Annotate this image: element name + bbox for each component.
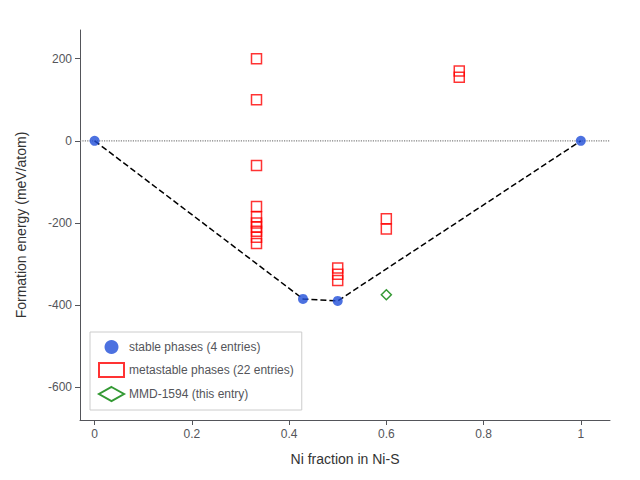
svg-text:-400: -400 xyxy=(48,298,72,312)
svg-text:0.4: 0.4 xyxy=(281,427,298,441)
svg-text:0.2: 0.2 xyxy=(183,427,200,441)
svg-text:0: 0 xyxy=(65,134,72,148)
svg-text:200: 200 xyxy=(52,52,72,66)
svg-text:stable phases (4 entries): stable phases (4 entries) xyxy=(129,340,260,354)
svg-text:Formation energy (meV/atom): Formation energy (meV/atom) xyxy=(13,132,29,319)
svg-text:0.8: 0.8 xyxy=(475,427,492,441)
svg-text:Ni fraction in Ni-S: Ni fraction in Ni-S xyxy=(291,451,400,467)
svg-text:1: 1 xyxy=(577,427,584,441)
svg-text:MMD-1594 (this entry): MMD-1594 (this entry) xyxy=(129,387,248,401)
svg-text:0: 0 xyxy=(91,427,98,441)
svg-text:metastable phases (22 entries): metastable phases (22 entries) xyxy=(129,363,294,377)
svg-text:-200: -200 xyxy=(48,216,72,230)
svg-text:0.6: 0.6 xyxy=(378,427,395,441)
svg-text:-600: -600 xyxy=(48,380,72,394)
